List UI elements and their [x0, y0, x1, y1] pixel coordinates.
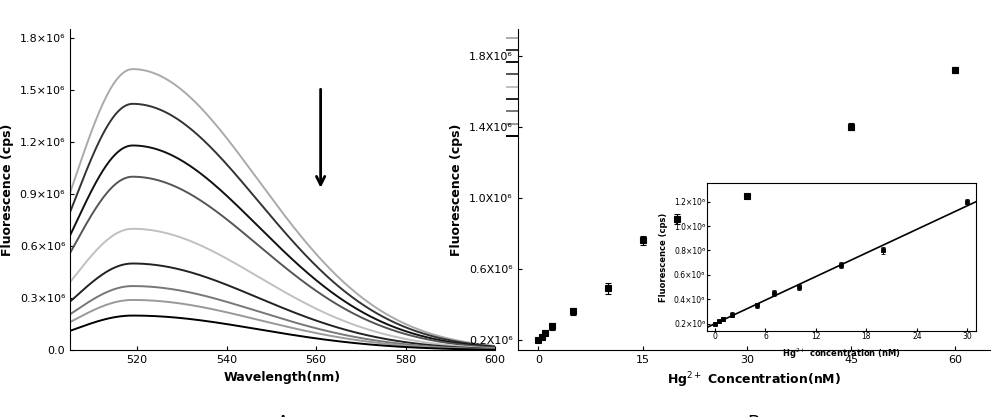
X-axis label: Wavelength(nm): Wavelength(nm) — [224, 371, 341, 384]
X-axis label: Hg$^{2+}$ Concentration(nM): Hg$^{2+}$ Concentration(nM) — [667, 371, 841, 390]
Y-axis label: Fluorescence (cps): Fluorescence (cps) — [1, 123, 14, 256]
Text: B: B — [748, 414, 760, 417]
Legend: 60nM, 40nM, 30nM, 20nM, 15nM, 10nM, 5nM, 2nM, Control: 60nM, 40nM, 30nM, 20nM, 15nM, 10nM, 5nM,… — [505, 31, 571, 144]
Text: A: A — [276, 414, 289, 417]
Y-axis label: Fluorescence (cps): Fluorescence (cps) — [450, 123, 463, 256]
